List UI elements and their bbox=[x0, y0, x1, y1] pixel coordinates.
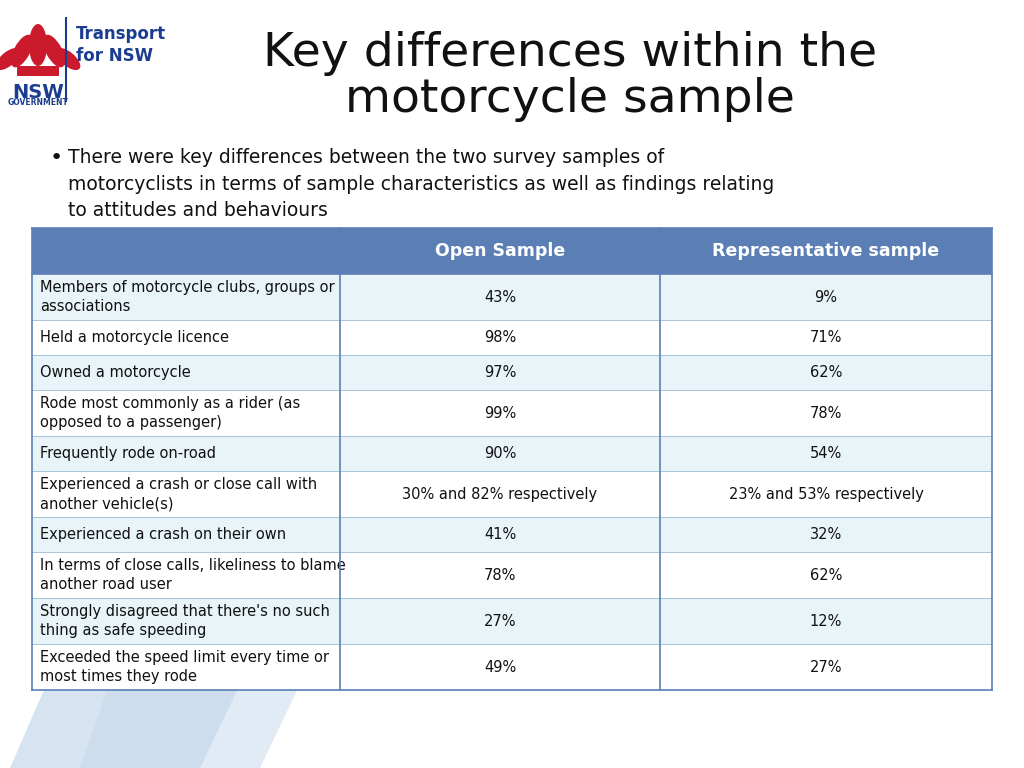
Bar bbox=[32, 552, 992, 598]
Bar bbox=[32, 355, 992, 390]
Text: Open Sample: Open Sample bbox=[435, 242, 565, 260]
Text: 27%: 27% bbox=[810, 660, 843, 674]
Text: Rode most commonly as a rider (as
opposed to a passenger): Rode most commonly as a rider (as oppose… bbox=[40, 396, 300, 430]
Ellipse shape bbox=[0, 48, 20, 70]
Text: Owned a motorcycle: Owned a motorcycle bbox=[40, 365, 190, 380]
Text: GOVERNMENT: GOVERNMENT bbox=[7, 98, 69, 107]
Text: Experienced a crash or close call with
another vehicle(s): Experienced a crash or close call with a… bbox=[40, 477, 317, 511]
Text: 62%: 62% bbox=[810, 365, 842, 380]
Text: Representative sample: Representative sample bbox=[713, 242, 940, 260]
Text: Transport
for NSW: Transport for NSW bbox=[76, 25, 166, 65]
Text: Experienced a crash on their own: Experienced a crash on their own bbox=[40, 527, 286, 542]
Text: Members of motorcycle clubs, groups or
associations: Members of motorcycle clubs, groups or a… bbox=[40, 280, 335, 314]
Bar bbox=[32, 436, 992, 471]
Ellipse shape bbox=[55, 48, 80, 70]
Text: 41%: 41% bbox=[484, 527, 516, 542]
Bar bbox=[32, 228, 992, 274]
Text: 30% and 82% respectively: 30% and 82% respectively bbox=[402, 486, 598, 502]
Bar bbox=[32, 517, 992, 552]
Text: 99%: 99% bbox=[484, 406, 516, 421]
Text: 62%: 62% bbox=[810, 568, 842, 582]
Text: 27%: 27% bbox=[483, 614, 516, 628]
Text: 32%: 32% bbox=[810, 527, 842, 542]
Ellipse shape bbox=[43, 35, 65, 68]
Text: 78%: 78% bbox=[483, 568, 516, 582]
Text: Held a motorcycle licence: Held a motorcycle licence bbox=[40, 330, 229, 345]
Text: Key differences within the: Key differences within the bbox=[263, 31, 878, 75]
Bar bbox=[32, 598, 992, 644]
Bar bbox=[32, 390, 992, 436]
Text: Strongly disagreed that there's no such
thing as safe speeding: Strongly disagreed that there's no such … bbox=[40, 604, 330, 638]
Bar bbox=[32, 471, 992, 517]
Bar bbox=[32, 320, 992, 355]
Text: 97%: 97% bbox=[483, 365, 516, 380]
Text: In terms of close calls, likeliness to blame
another road user: In terms of close calls, likeliness to b… bbox=[40, 558, 346, 592]
Text: 98%: 98% bbox=[484, 330, 516, 345]
Text: 71%: 71% bbox=[810, 330, 842, 345]
Text: 90%: 90% bbox=[483, 446, 516, 461]
Bar bbox=[32, 274, 992, 320]
Text: Frequently rode on-road: Frequently rode on-road bbox=[40, 446, 216, 461]
Text: motorcycle sample: motorcycle sample bbox=[345, 78, 795, 123]
FancyBboxPatch shape bbox=[17, 66, 59, 76]
Text: 43%: 43% bbox=[484, 290, 516, 304]
Ellipse shape bbox=[29, 24, 47, 66]
Text: 9%: 9% bbox=[814, 290, 838, 304]
Text: NSW: NSW bbox=[12, 83, 63, 102]
Text: 12%: 12% bbox=[810, 614, 842, 628]
Bar bbox=[32, 644, 992, 690]
Polygon shape bbox=[80, 653, 315, 768]
Text: •: • bbox=[50, 148, 63, 168]
Text: 49%: 49% bbox=[484, 660, 516, 674]
Text: Exceeded the speed limit every time or
most times they rode: Exceeded the speed limit every time or m… bbox=[40, 650, 329, 684]
Text: 54%: 54% bbox=[810, 446, 842, 461]
Text: There were key differences between the two survey samples of
motorcyclists in te: There were key differences between the t… bbox=[68, 148, 774, 220]
Text: 78%: 78% bbox=[810, 406, 842, 421]
Ellipse shape bbox=[11, 35, 33, 68]
Text: 23% and 53% respectively: 23% and 53% respectively bbox=[728, 486, 924, 502]
Polygon shape bbox=[10, 653, 255, 768]
